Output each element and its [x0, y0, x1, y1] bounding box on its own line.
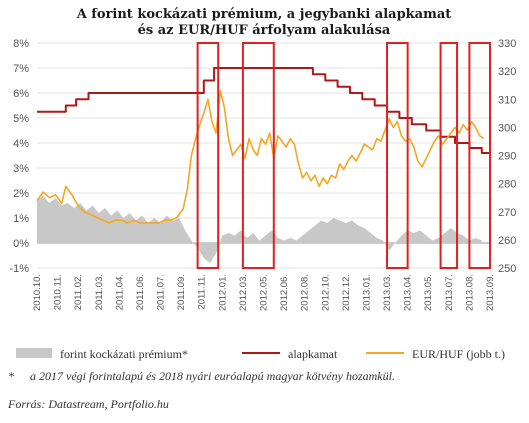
x-tick-label: 2011.11. [197, 274, 208, 310]
left-tick-label: 2% [13, 188, 29, 200]
left-tick-label: 0% [13, 238, 29, 250]
right-tick-label: 320 [498, 66, 516, 78]
chart-title-line-2: és az EUR/HUF árfolyam alakulása [138, 23, 391, 38]
left-axis: 8% 7% 6% 5% 4% 3% 2% 1% 0% -1% [9, 38, 29, 275]
x-tick-label: 2011.03. [94, 274, 105, 310]
legend-label-base-rate: alapkamat [288, 347, 338, 361]
x-tick-label: 2013.09. [485, 274, 496, 311]
highlight-box [439, 42, 459, 269]
x-tick-label: 2013.01. [361, 274, 372, 311]
left-tick-label: 4% [13, 138, 29, 150]
x-tick-label: 2012.03. [238, 274, 249, 311]
x-tick-label: 2012.08. [300, 274, 311, 311]
left-tick-label: -1% [9, 263, 29, 275]
legend-label-eurhuf: EUR/HUF (jobb t.) [412, 347, 505, 361]
legend: forint kockázati prémium* alapkamat EUR/… [16, 347, 505, 361]
highlight-box [386, 42, 409, 269]
highlight-box [468, 42, 491, 269]
left-tick-label: 8% [13, 38, 29, 50]
x-tick-label: 2013.08. [464, 274, 475, 311]
x-tick-label: 2011.04. [114, 274, 125, 310]
x-tick-label: 2012.10. [320, 274, 331, 311]
right-tick-label: 330 [498, 38, 516, 50]
x-tick-label: 2013.05. [423, 274, 434, 311]
right-tick-label: 290 [498, 151, 516, 163]
x-tick-label: 2011.07. [156, 274, 167, 310]
x-tick-label: 2010.10. [32, 274, 43, 311]
x-tick-label: 2013.04. [403, 274, 414, 311]
series-area-risk-premium [37, 195, 482, 263]
right-axis: 330 320 310 300 290 280 270 260 250 [498, 38, 516, 275]
x-tick-label: 2011.06. [135, 274, 146, 310]
x-tick-label: 2011.02. [73, 274, 84, 310]
left-tick-label: 1% [13, 213, 29, 225]
x-tick-label: 2013.03. [382, 274, 393, 311]
x-axis: 2010.10. 2010.11. 2011.02. 2011.03. 2011.04.… [32, 274, 496, 311]
left-tick-label: 6% [13, 88, 29, 100]
right-tick-label: 280 [498, 179, 516, 191]
right-tick-label: 250 [498, 263, 516, 275]
x-tick-label: 2011.09. [176, 274, 187, 310]
x-tick-label: 2012.12. [341, 274, 352, 311]
legend-swatch-risk-premium [16, 348, 52, 358]
x-tick-label: 2012.06. [279, 274, 290, 311]
right-tick-label: 270 [498, 207, 516, 219]
x-tick-label: 2010.11. [53, 274, 64, 310]
x-tick-label: 2012.01. [217, 274, 228, 311]
footnote-text: a 2017 végi forintalapú és 2018 nyári eu… [30, 369, 395, 383]
highlight-box [196, 42, 220, 269]
highlight-box [241, 42, 275, 269]
x-tick-label: 2012.05. [259, 274, 270, 311]
source-note: Forrás: Datastream, Portfolio.hu [7, 397, 169, 411]
footnote-marker: * [8, 369, 14, 383]
left-tick-label: 5% [13, 113, 29, 125]
right-tick-label: 310 [498, 94, 516, 106]
right-tick-label: 300 [498, 122, 516, 134]
series-line-eurhuf [36, 90, 485, 224]
left-tick-label: 7% [13, 63, 29, 75]
plot-area [36, 42, 491, 269]
left-tick-label: 3% [13, 163, 29, 175]
chart-title-line-1: A forint kockázati prémium, a jegybanki … [76, 7, 452, 22]
right-tick-label: 260 [498, 235, 516, 247]
x-tick-label: 2013.07. [444, 274, 455, 311]
legend-label-risk-premium: forint kockázati prémium* [60, 347, 188, 361]
